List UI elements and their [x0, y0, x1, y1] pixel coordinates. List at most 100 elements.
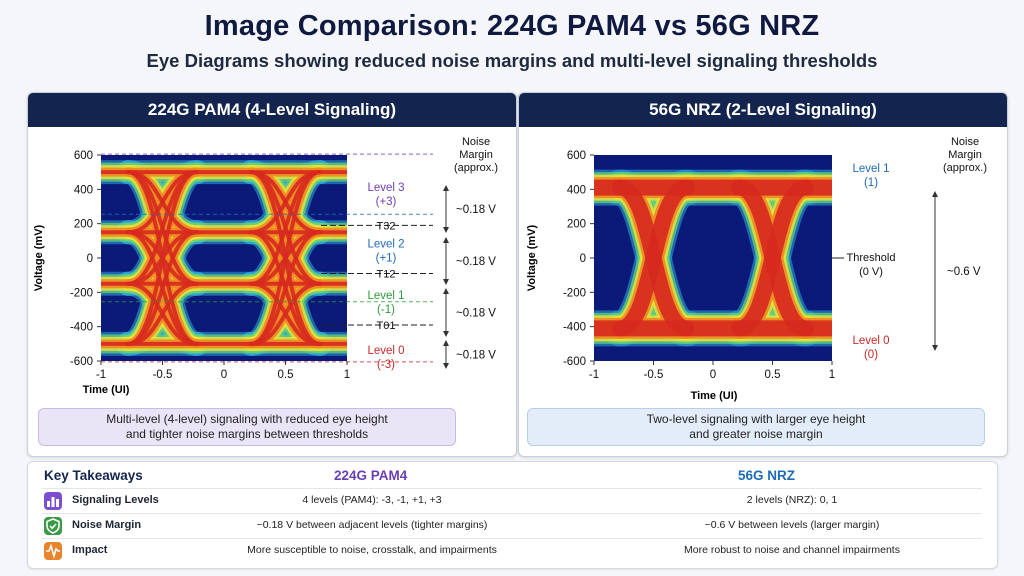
takeaway-row-noise-margin: Noise Margin ~0.18 V between adjacent le…: [42, 513, 982, 538]
takeaway-nrz-value: More robust to noise and channel impairm…: [684, 544, 900, 556]
threshold-label: T12: [377, 268, 396, 280]
takeaway-pam4-value: 4 levels (PAM4): -3, -1, +1, +3: [302, 494, 442, 506]
eye-trace: [28, 172, 74, 232]
noise-margin-header: (approx.): [454, 162, 498, 174]
pam4-y-tick-label: -200: [70, 287, 93, 299]
pam4-panel-title: 224G PAM4 (4-Level Signaling): [28, 93, 516, 127]
nrz-y-tick-label: -200: [563, 287, 586, 299]
nrz-y-tick-label: 0: [580, 253, 586, 265]
column-header-pam4: 224G PAM4: [334, 468, 408, 483]
nrz-traces: [594, 169, 832, 347]
level-value: (-1): [377, 304, 395, 316]
eye-trace: [731, 179, 814, 337]
nrz-annotations: Threshold (0 V) Level 1 (1) Level 0 (0) NoiseM…: [832, 136, 987, 361]
margin-arrow-head: [443, 185, 449, 191]
threshold-label: T01: [377, 320, 396, 332]
pam4-x-tick-label: -0.5: [153, 369, 173, 381]
margin-label: ~0.6 V: [947, 266, 981, 278]
margin-arrow-head: [443, 340, 449, 346]
eye-trace: [612, 179, 695, 337]
takeaway-pam4-value: ~0.18 V between adjacent levels (tighter…: [256, 519, 488, 531]
margin-label: ~0.18 V: [456, 350, 496, 362]
waveform-icon: [44, 542, 62, 560]
eye-trace: [28, 284, 74, 344]
takeaway-nrz-value: 2 levels (NRZ): 0, 1: [746, 494, 838, 506]
level-value: (+1): [376, 253, 397, 265]
pam4-caption-line2: and tighter noise margins between thresh…: [125, 427, 369, 441]
noise-margin-header: (approx.): [943, 162, 987, 174]
nrz-x-tick-label: 0.5: [765, 369, 781, 381]
eye-trace: [28, 284, 74, 344]
eye-trace: [28, 172, 74, 232]
page-title: Image Comparison: 224G PAM4 vs 56G NRZ: [204, 10, 820, 42]
eye-trace: [28, 172, 74, 232]
pam4-caption-line1: Multi-level (4-level) signaling with red…: [106, 412, 388, 426]
margin-arrow-head: [932, 191, 938, 197]
pam4-y-tick-label: -600: [70, 356, 93, 368]
eye-trace: [28, 284, 74, 344]
noise-margin-header: Noise: [462, 136, 490, 148]
pam4-eye-diagram: 600 400 200 0 -200 -400 -600-1 -0.5 0 0.5 1 Time (…: [28, 136, 498, 396]
nrz-x-tick-label: 1: [829, 369, 835, 381]
column-header-nrz: 56G NRZ: [738, 468, 796, 483]
margin-arrow-head: [443, 237, 449, 243]
margin-arrow-head: [443, 279, 449, 285]
takeaway-row-impact: Impact More susceptible to noise, crosst…: [42, 538, 982, 563]
pam4-panel: 224G PAM4 (4-Level Signaling) 600 400 200 0…: [27, 92, 517, 457]
nrz-x-tick-label: 0: [710, 369, 716, 381]
nrz-y-tick-label: 200: [567, 219, 586, 231]
eye-trace: [28, 284, 74, 344]
margin-arrow-head: [443, 227, 449, 233]
shield-check-icon: [44, 517, 62, 535]
margin-arrow-head: [443, 363, 449, 369]
eye-trace: [28, 172, 74, 232]
eye-trace: [28, 172, 74, 232]
pam4-y-tick-label: 600: [74, 150, 93, 162]
eye-trace: [28, 284, 74, 344]
nrz-eye-diagram: 600 400 200 0 -200 -400 -600-1 -0.5 0 0.5 1 Time (…: [526, 136, 987, 402]
nrz-axes: 600 400 200 0 -200 -400 -600-1 -0.5 0 0.5 1: [563, 150, 835, 381]
takeaway-label: Noise Margin: [72, 519, 142, 531]
eye-trace: [28, 284, 74, 344]
pam4-traces: [28, 160, 347, 356]
level-value: (1): [864, 177, 878, 189]
pam4-caption: Multi-level (4-level) signaling with red…: [38, 408, 456, 446]
noise-margin-header: Margin: [459, 149, 493, 161]
nrz-y-tick-label: 400: [567, 184, 586, 196]
nrz-panel-title: 56G NRZ (2-Level Signaling): [519, 93, 1007, 127]
pam4-x-tick-label: 1: [344, 369, 350, 381]
takeaway-label: Signaling Levels: [72, 494, 159, 506]
eye-trace: [28, 284, 74, 344]
pam4-x-tick-label: -1: [96, 369, 106, 381]
nrz-y-tick-label: 600: [567, 150, 586, 162]
margin-arrow-head: [932, 345, 938, 351]
nrz-caption-line1: Two-level signaling with larger eye heig…: [646, 412, 866, 426]
threshold-label: T32: [377, 220, 396, 232]
key-takeaways-table: Key Takeaways 224G PAM4 56G NRZ Signalin…: [27, 461, 998, 569]
page-subtitle: Eye Diagrams showing reduced noise margi…: [146, 50, 878, 71]
pam4-y-tick-label: 400: [74, 184, 93, 196]
eye-trace: [249, 230, 322, 346]
level-value: (0): [864, 349, 878, 361]
nrz-y-tick-label: -600: [563, 356, 586, 368]
margin-arrow-head: [443, 331, 449, 337]
pam4-y-tick-label: -400: [70, 322, 93, 334]
nrz-y-tick-label: -400: [563, 322, 586, 334]
eye-trace: [126, 281, 199, 346]
threshold-value: (0 V): [859, 266, 883, 278]
eye-trace: [28, 172, 74, 232]
nrz-panel: 56G NRZ (2-Level Signaling) 600 400 200 0 -2…: [518, 92, 1008, 457]
level-label: Level 1: [852, 163, 889, 175]
eye-trace: [28, 172, 74, 232]
eye-trace: [126, 230, 199, 346]
level-label: Level 2: [367, 239, 404, 251]
pam4-y-tick-label: 0: [87, 253, 93, 265]
pam4-annotations: T32 T12 T01 Level 3 (+3) Level 2 (+1) Level 1 (-…: [101, 136, 498, 371]
pam4-xlabel: Time (UI): [83, 384, 130, 396]
nrz-x-tick-label: -0.5: [644, 369, 664, 381]
pam4-x-tick-label: 0: [221, 369, 227, 381]
pam4-y-tick-label: 200: [74, 219, 93, 231]
nrz-xlabel: Time (UI): [691, 390, 738, 402]
nrz-x-tick-label: -1: [589, 369, 599, 381]
